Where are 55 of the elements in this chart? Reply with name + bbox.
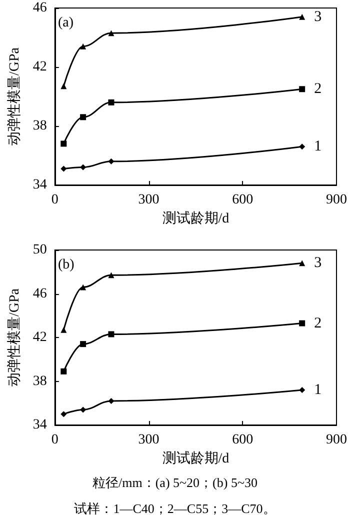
point bbox=[299, 144, 306, 150]
x-tick-label: 600 bbox=[232, 432, 254, 448]
y-tick-label: 42 bbox=[32, 60, 47, 74]
x-tick-label: 300 bbox=[138, 192, 160, 208]
point bbox=[60, 140, 67, 147]
y-tick-label: 38 bbox=[32, 374, 47, 389]
x-tick-label: 900 bbox=[326, 192, 347, 208]
y-axis-title: 动弹性模量/GPa bbox=[6, 46, 22, 146]
point bbox=[60, 326, 67, 333]
annotation: (a) bbox=[58, 16, 74, 30]
y-tick-label: 50 bbox=[32, 242, 47, 258]
text: 试样：1—C40；2—C55；3—C70。 bbox=[74, 501, 276, 515]
point bbox=[60, 411, 67, 418]
y-tick-label: 34 bbox=[32, 418, 47, 432]
y-tick-label: 46 bbox=[32, 286, 47, 302]
x-tick-label: 0 bbox=[51, 192, 58, 208]
point bbox=[108, 398, 114, 404]
x-tick-label: 900 bbox=[326, 432, 347, 448]
point bbox=[108, 158, 114, 164]
y-axis-title: 动弹性模量/GPa bbox=[6, 288, 22, 386]
point bbox=[108, 99, 114, 106]
point bbox=[299, 86, 306, 92]
x-tick-label: 0 bbox=[51, 432, 58, 448]
x-axis-title: 测试龄期/d bbox=[162, 450, 230, 466]
series-label: 1 bbox=[314, 138, 322, 155]
point bbox=[80, 406, 86, 413]
x-tick-label: 300 bbox=[138, 432, 160, 448]
point bbox=[299, 320, 306, 326]
point bbox=[60, 166, 67, 172]
annotation: (b) bbox=[58, 258, 75, 272]
point bbox=[108, 30, 114, 36]
point bbox=[80, 164, 86, 170]
point bbox=[108, 272, 114, 278]
point bbox=[80, 114, 86, 120]
point bbox=[60, 83, 67, 90]
point bbox=[299, 387, 306, 393]
text: 粒径/mm：(a) 5~20；(b) 5~30 bbox=[92, 475, 258, 490]
point bbox=[80, 341, 86, 348]
series-label: 3 bbox=[314, 8, 322, 25]
x-axis-title: 测试龄期/d bbox=[162, 210, 230, 226]
y-tick-label: 42 bbox=[32, 330, 47, 345]
series-label: 2 bbox=[314, 315, 322, 332]
series-label: 2 bbox=[314, 81, 322, 98]
point bbox=[80, 284, 86, 290]
series-label: 1 bbox=[314, 382, 322, 398]
point bbox=[80, 43, 86, 50]
point bbox=[108, 331, 114, 338]
y-tick-label: 34 bbox=[32, 178, 47, 192]
y-tick-label: 46 bbox=[32, 0, 47, 16]
point bbox=[60, 368, 67, 374]
point bbox=[299, 260, 306, 266]
series-label: 3 bbox=[314, 255, 322, 272]
point bbox=[299, 14, 306, 20]
x-tick-label: 600 bbox=[232, 192, 254, 208]
y-tick-label: 38 bbox=[32, 118, 47, 134]
